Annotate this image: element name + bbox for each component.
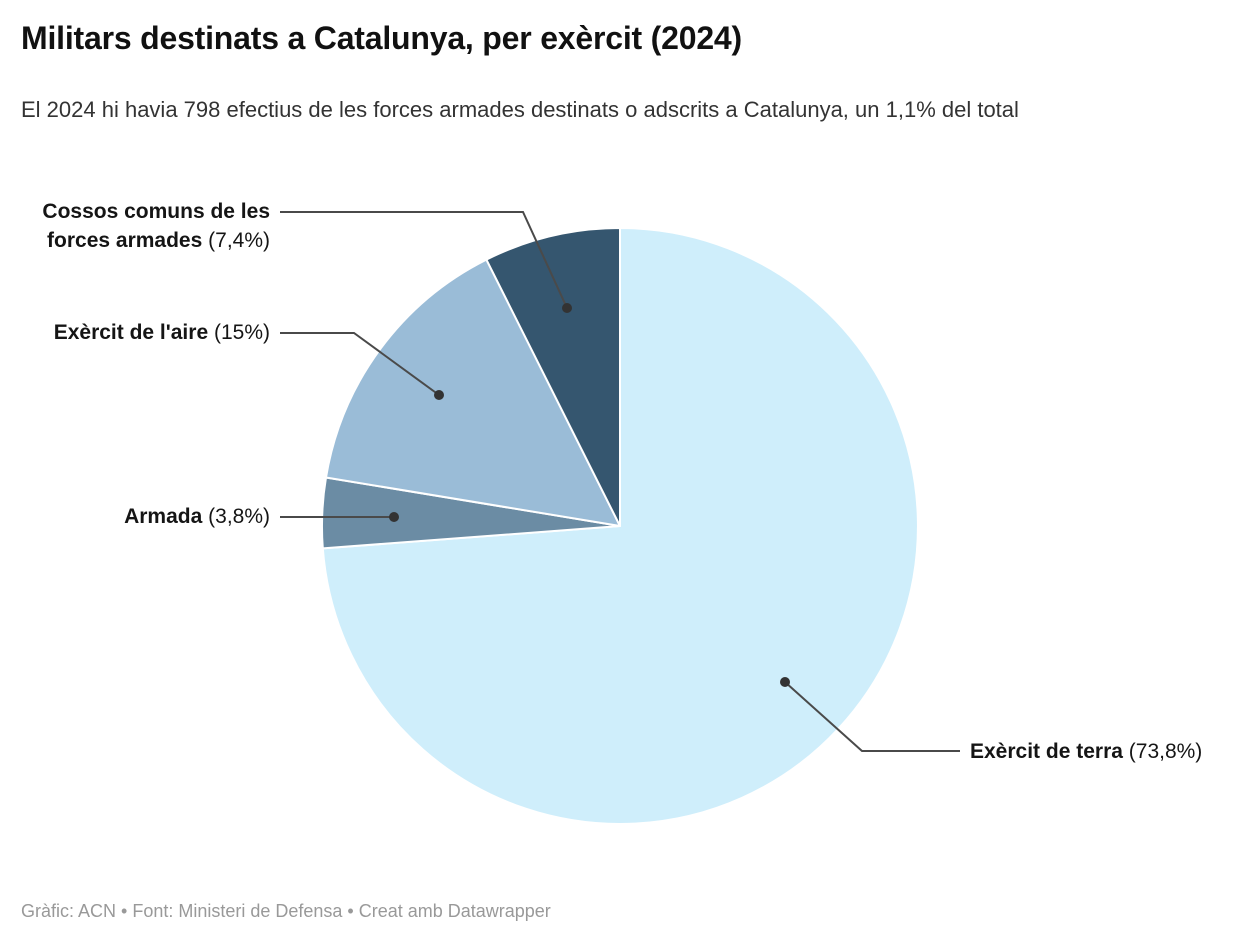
page-title: Militars destinats a Catalunya, per exèr… [21, 20, 742, 56]
slice-label: Cossos comuns de les forces armades [42, 200, 270, 252]
callout-dot-terra [780, 677, 790, 687]
slice-callout-armada: Armada (3,8%) [18, 502, 270, 531]
slice-label: Exèrcit de l'aire [53, 321, 209, 344]
slice-label: Armada [124, 505, 203, 528]
callout-line-cossos [280, 211, 568, 309]
callout-dot-aire [434, 390, 444, 400]
callout-dot-cossos [562, 303, 572, 313]
slice-callout-exercit-terra: Exèrcit de terra (73,8%) [970, 737, 1240, 766]
pie-slice-cossos[interactable] [485, 227, 621, 527]
callout-dot-armada [389, 512, 399, 522]
callout-line-terra [784, 681, 960, 752]
pie-slice-aire[interactable] [325, 258, 621, 527]
slice-label: Exèrcit de terra [970, 740, 1123, 763]
slice-percent: (3,8%) [208, 505, 270, 528]
page-subtitle: El 2024 hi havia 798 efectius de les for… [21, 97, 1019, 122]
slice-percent: (15%) [213, 321, 270, 344]
slice-percent: (7,4%) [208, 229, 270, 252]
slice-callout-exercit-aire: Exèrcit de l'aire (15%) [18, 318, 270, 347]
chart-credit: Gràfic: ACN • Font: Ministeri de Defensa… [21, 901, 551, 921]
callout-line-aire [280, 332, 440, 396]
slice-callout-cossos-comuns: Cossos comuns de les forces armades (7,4… [18, 197, 270, 255]
slice-percent: (73,8%) [1128, 740, 1203, 763]
